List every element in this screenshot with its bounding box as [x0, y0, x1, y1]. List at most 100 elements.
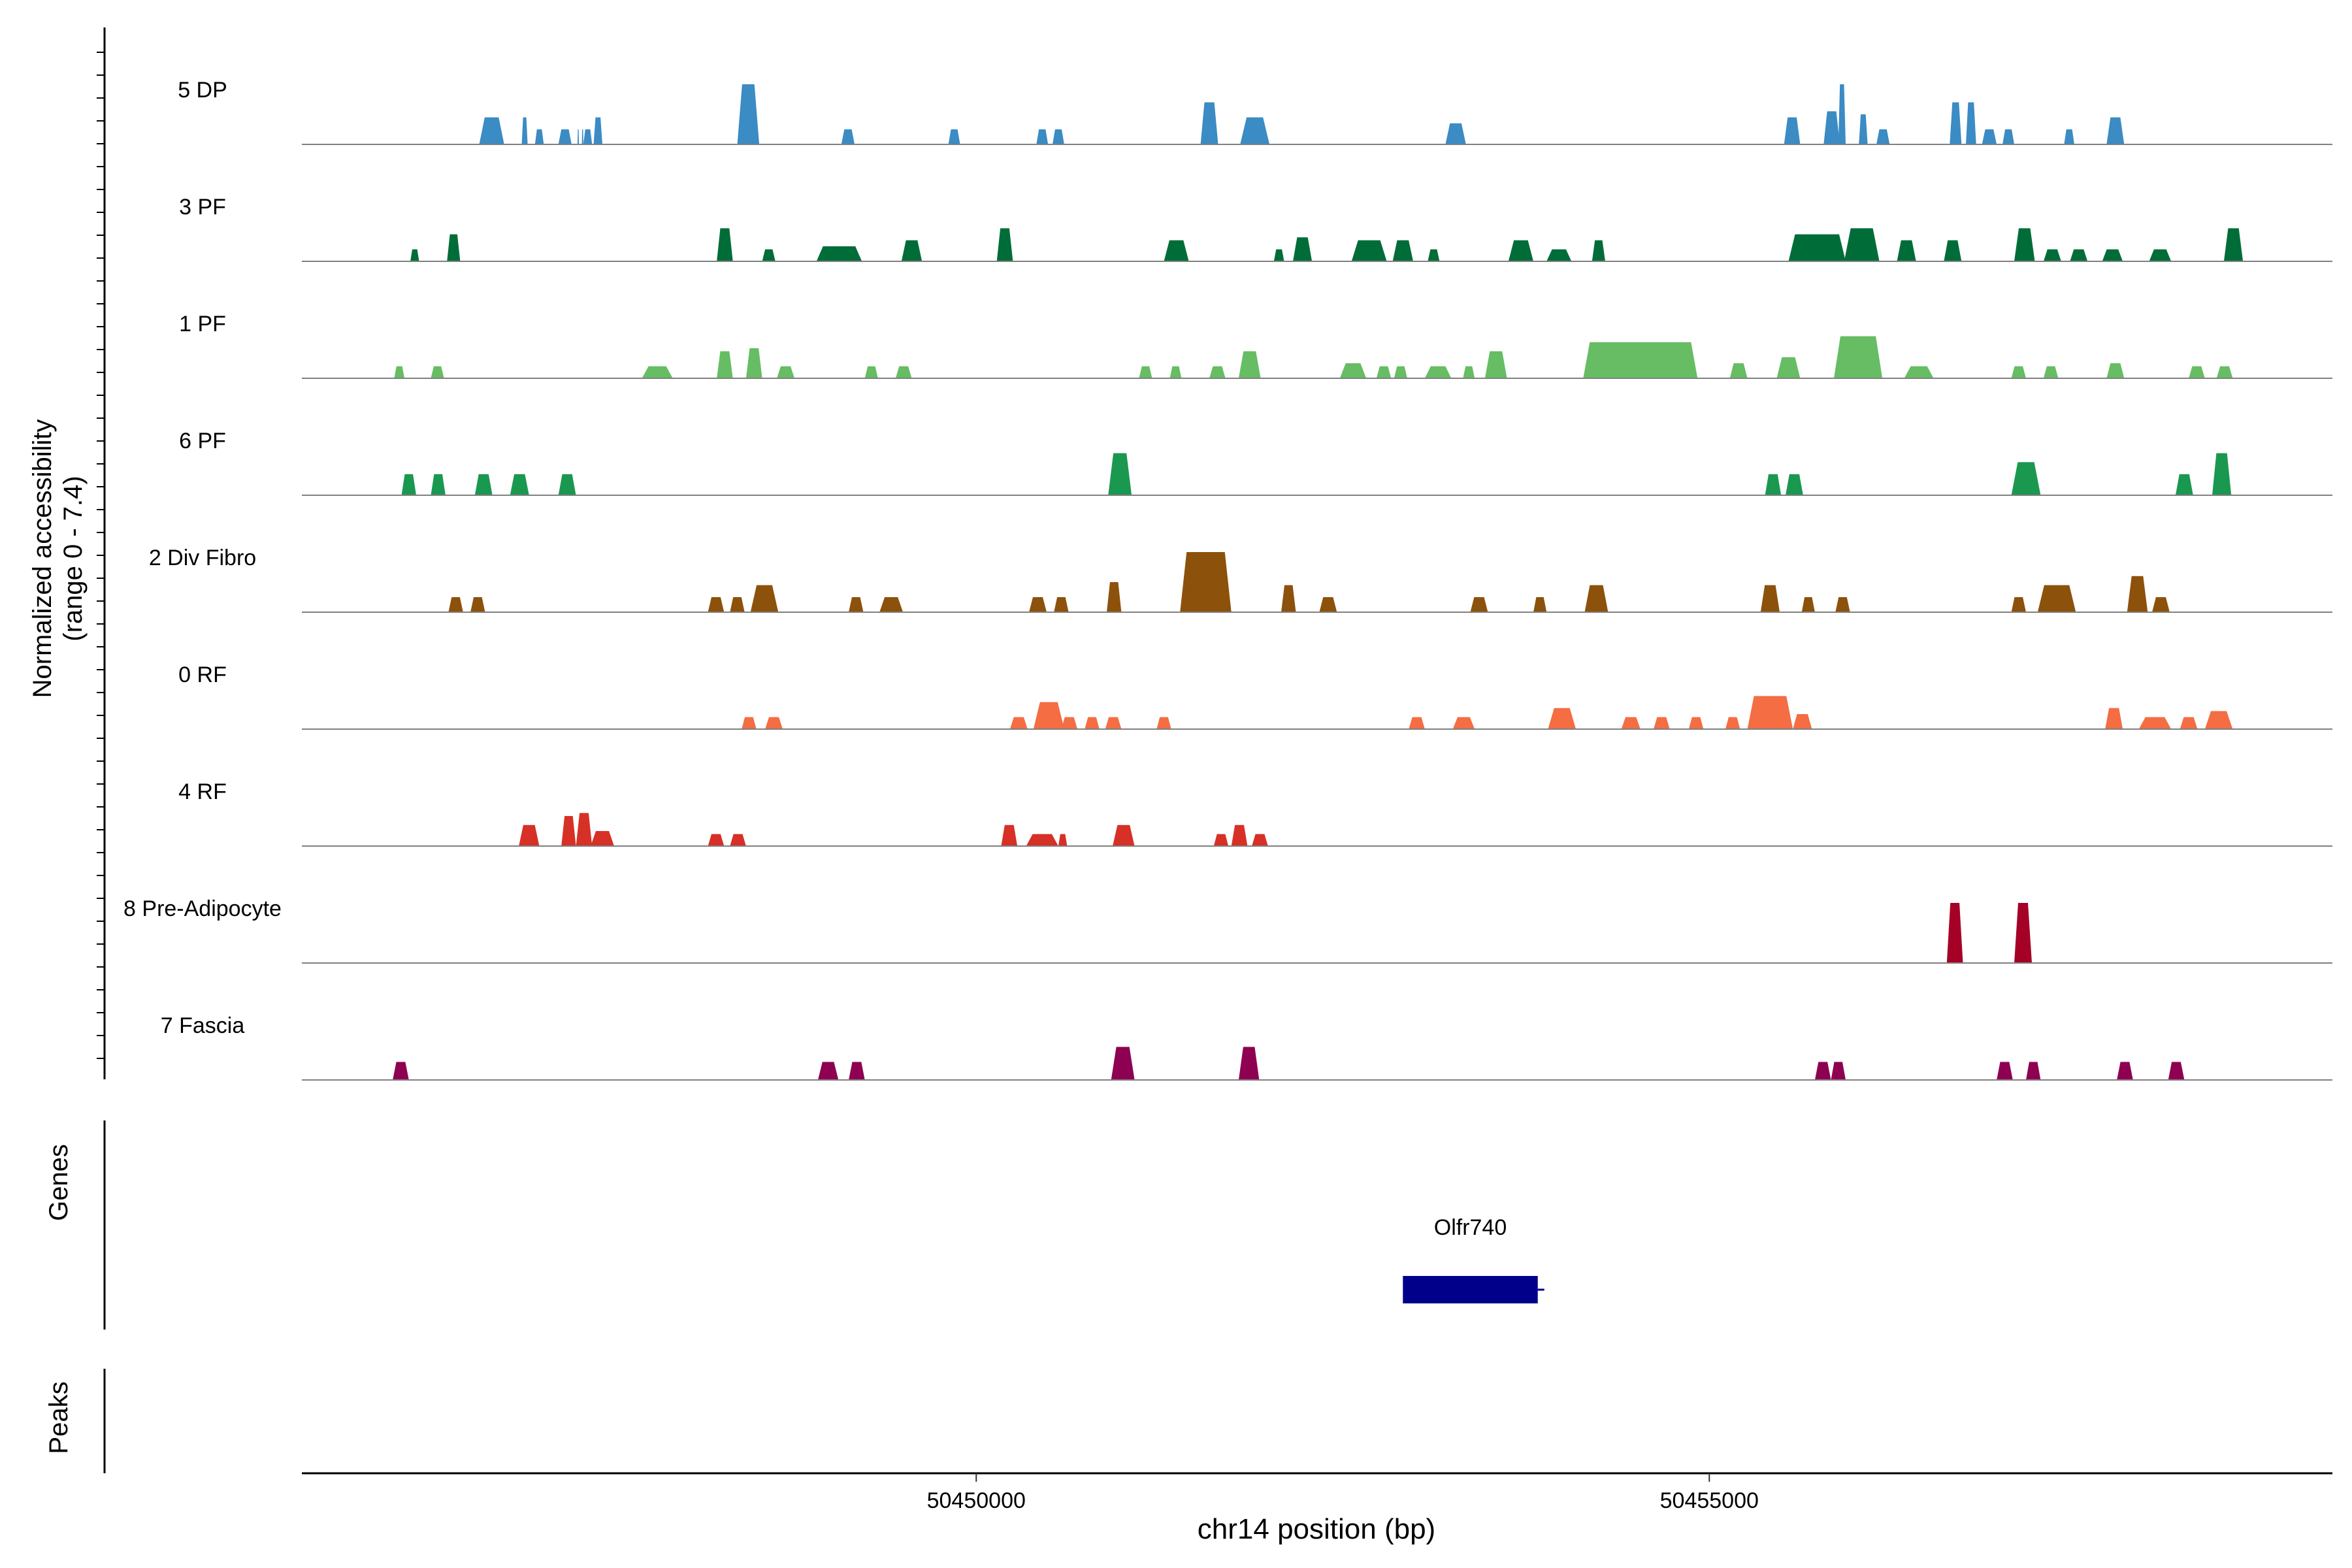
track-5-peak-1: [448, 597, 463, 612]
track-4-peak-1: [401, 474, 416, 495]
y-axis-label-line2: (range 0 - 7.4): [59, 476, 88, 641]
track-7-peak-1: [519, 825, 540, 846]
track-label-5: 2 Div Fibro: [149, 546, 256, 570]
x-tick-label-1: 50450000: [927, 1488, 1026, 1513]
track-5-peak-9: [1054, 597, 1069, 612]
track-3-peak-13: [1339, 363, 1367, 378]
track-1-peak-25: [1982, 129, 1997, 144]
track-3-peak-27: [2189, 366, 2205, 378]
track-2-peak-9: [1273, 249, 1284, 261]
track-2-peak-2: [447, 234, 461, 261]
track-2-peak-6: [901, 240, 923, 261]
track-6-peak-11: [1548, 708, 1576, 729]
track-3-peak-1: [394, 366, 405, 378]
axes: 50450000 50455000: [97, 27, 2332, 1513]
track-9-peak-1: [393, 1062, 409, 1080]
track-1-peak-12: [948, 129, 960, 144]
track-6-peak-16: [1747, 696, 1793, 729]
track-5-peak-22: [2127, 576, 2148, 612]
track-3-peak-6: [777, 366, 794, 378]
track-1-peak-11: [841, 129, 855, 144]
track-1-peak-17: [1445, 123, 1466, 144]
track-3-peak-2: [431, 366, 444, 378]
track-3-peak-21: [1776, 357, 1801, 378]
track-7-peak-9: [1058, 834, 1068, 846]
track-9-peak-6: [1814, 1062, 1831, 1080]
track-4-peak-11: [2212, 453, 2232, 495]
track-1-peak-28: [2106, 117, 2125, 144]
track-2-peak-23: [2070, 249, 2088, 261]
track-3-peak-5: [745, 348, 762, 378]
track-2-peak-17: [1788, 234, 1846, 261]
track-4-peak-6: [1108, 453, 1132, 495]
track-6-peak-21: [2204, 711, 2233, 729]
track-2-peak-4: [762, 249, 776, 261]
track-6-peak-19: [2138, 717, 2172, 729]
track-7-peak-5: [708, 834, 725, 846]
track-1-peak-24: [1966, 102, 1976, 144]
track-5-peak-12: [1281, 585, 1296, 612]
track-label-2: 3 PF: [179, 195, 226, 220]
track-3-peak-19: [1583, 342, 1698, 378]
track-2-peak-22: [2043, 249, 2061, 261]
gene-1-label: Olfr740: [1434, 1215, 1507, 1240]
y-axis-label-line1: Normalized accessibility: [28, 419, 57, 698]
track-9-peak-8: [1997, 1062, 2013, 1080]
track-1-peak-14: [1053, 129, 1064, 144]
track-2-peak-26: [2223, 228, 2244, 261]
track-3-peak-15: [1394, 366, 1407, 378]
track-9: [302, 1047, 2332, 1081]
track-2-peak-5: [816, 246, 862, 261]
track-3-peak-7: [864, 366, 878, 378]
track-1-peak-21: [1859, 114, 1868, 144]
track-label-7: 4 RF: [178, 779, 227, 804]
track-2-peak-1: [410, 249, 419, 261]
track-4-peak-5: [558, 474, 576, 495]
track-4-peak-2: [431, 474, 446, 495]
track-2-peak-15: [1546, 249, 1572, 261]
track-1-peak-8: [593, 117, 602, 144]
track-2-peak-7: [996, 228, 1013, 261]
track-9-peak-10: [2117, 1062, 2133, 1080]
track-3-peak-4: [717, 351, 733, 378]
track-3-peak-28: [2216, 366, 2233, 378]
track-3-peak-18: [1484, 351, 1507, 378]
track-9-peak-3: [849, 1062, 865, 1080]
track-9-peak-4: [1111, 1047, 1135, 1080]
track-1-peak-23: [1950, 102, 1962, 144]
track-2-peak-12: [1392, 240, 1413, 261]
track-7-peak-4: [591, 831, 614, 846]
track-2-peak-8: [1164, 240, 1189, 261]
track-6-peak-7: [1105, 717, 1122, 729]
track-1-peak-4: [558, 129, 572, 144]
track-1-peak-20: [1838, 84, 1846, 144]
x-axis-label: chr14 position (bp): [1198, 1513, 1435, 1545]
track-9-peak-7: [1831, 1062, 1846, 1080]
track-5-peak-17: [1760, 585, 1780, 612]
track-4: [302, 453, 2332, 496]
track-5-peak-8: [1029, 597, 1047, 612]
track-2-peak-14: [1508, 240, 1533, 261]
gene-1-body: [1403, 1276, 1538, 1303]
track-7-peak-8: [1026, 834, 1058, 846]
track-3-peak-16: [1424, 366, 1452, 378]
track-9-peak-5: [1238, 1047, 1260, 1080]
track-1-peak-13: [1036, 129, 1049, 144]
track-3-peak-23: [1904, 366, 1934, 378]
track-3-peak-20: [1729, 363, 1748, 378]
track-6-peak-6: [1085, 717, 1100, 729]
track-2-peak-21: [2014, 228, 2035, 261]
track-1-peak-3: [534, 129, 544, 144]
track-6: [302, 696, 2332, 730]
track-3-peak-3: [642, 366, 673, 378]
track-2-peak-3: [717, 228, 733, 261]
track-1-peak-15: [1200, 102, 1218, 144]
track-1-peak-22: [1876, 129, 1890, 144]
track-8: [302, 903, 2332, 964]
track-6-peak-1: [742, 717, 757, 729]
track-6-peak-9: [1409, 717, 1425, 729]
track-6-peak-2: [765, 717, 783, 729]
track-2-peak-19: [1897, 240, 1916, 261]
track-labels: 5 DP 3 PF 1 PF 6 PF 2 Div Fibro 0 RF 4 RF 8 Pre…: [123, 78, 282, 1038]
track-9-peak-11: [2168, 1062, 2185, 1080]
